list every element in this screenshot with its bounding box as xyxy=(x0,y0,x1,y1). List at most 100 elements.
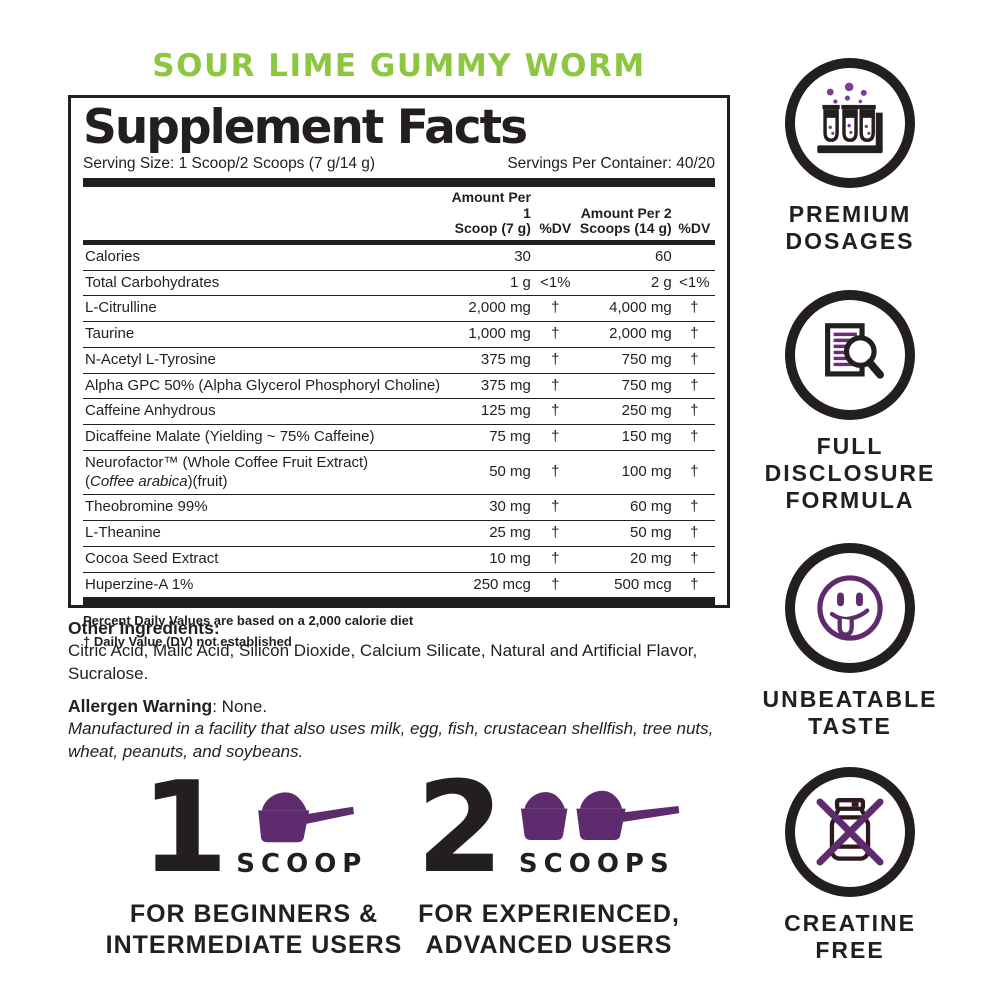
facts-row: Theobromine 99% 30 mg † 60 mg † xyxy=(83,495,715,521)
amount-per-1-scoop: 30 mg xyxy=(489,498,531,516)
amount-per-2-scoops: 250 mg xyxy=(621,402,672,420)
dv-1: † xyxy=(551,463,560,481)
badge-creatine-free-caption: CREATINE FREE xyxy=(784,910,916,964)
amount-per-2-scoops: 150 mg xyxy=(621,428,672,446)
amount-per-2-scoops: 2,000 mg xyxy=(609,325,672,343)
guide-2-scoop-block: SCOOPS xyxy=(512,783,682,879)
ingredient-name: Calories xyxy=(85,247,141,265)
guide-1-scoop-block: SCOOP xyxy=(236,783,367,879)
allergen-warning-label: Allergen Warning xyxy=(68,695,213,716)
facts-row: Alpha GPC 50% (Alpha Glycerol Phosphoryl… xyxy=(83,373,715,399)
header-blank xyxy=(83,187,442,243)
divider-bar-top xyxy=(83,177,715,187)
dv-2: <1% xyxy=(679,273,710,291)
badge-unbeatable-taste-circle xyxy=(785,543,915,673)
badge-full-disclosure-formula: FULL DISCLOSURE FORMULA xyxy=(740,290,960,514)
amount-per-1-scoop: 25 mg xyxy=(489,524,531,542)
guide-2-number: 2 xyxy=(416,754,504,901)
allergen-block: Allergen Warning: None. Manufactured in … xyxy=(68,695,736,763)
ingredient-name: Huperzine-A 1% xyxy=(85,575,194,593)
ingredient-name: N-Acetyl L-Tyrosine xyxy=(85,350,216,368)
facility-note: Manufactured in a facility that also use… xyxy=(68,719,714,761)
facts-row: Calories 30 60 xyxy=(83,242,715,271)
ingredient-name: Theobromine 99% xyxy=(85,498,208,516)
amount-per-2-scoops: 60 xyxy=(655,247,672,265)
dv-2 xyxy=(674,242,715,270)
facts-table-body: Calories 30 60 Total Carbohydrates 1 g <1% 2 g… xyxy=(83,242,715,597)
allergen-warning-value: : None. xyxy=(212,696,268,716)
dv-2: † xyxy=(690,350,699,368)
facts-row: L-Citrulline 2,000 mg † 4,000 mg † xyxy=(83,296,715,322)
two-scoops-icon xyxy=(520,791,680,841)
dv-2: † xyxy=(690,549,699,567)
header-amount1-line1: Amount Per 1 xyxy=(451,188,531,221)
header-amount-1-scoop: Amount Per 1 Scoop (7 g) xyxy=(442,187,533,243)
amount-per-1-scoop: 2,000 mg xyxy=(468,299,531,317)
facts-row: Total Carbohydrates 1 g <1% 2 g <1% xyxy=(83,270,715,296)
amount-per-1-scoop: 75 mg xyxy=(489,428,531,446)
dv-1 xyxy=(533,242,578,270)
header-dv-2: %DV xyxy=(678,220,711,237)
dv-1: † xyxy=(551,376,560,394)
badge-unbeatable-taste: UNBEATABLE TASTE xyxy=(740,543,960,740)
amount-per-1-scoop: 250 mcg xyxy=(473,575,531,593)
divider-bar-bottom xyxy=(83,597,715,607)
dv-1: <1% xyxy=(540,273,571,291)
header-amount-2-scoops: Amount Per 2 Scoops (14 g) xyxy=(578,187,674,243)
amount-per-1-scoop: 30 xyxy=(514,247,531,265)
other-ingredients-label: Other Ingredients: xyxy=(68,618,220,638)
dv-1: † xyxy=(551,524,560,542)
facts-row: Dicaffeine Malate (Yielding ~ 75% Caffei… xyxy=(83,425,715,451)
amount-per-2-scoops: 20 mg xyxy=(630,549,672,567)
badge-full-disclosure-caption: FULL DISCLOSURE FORMULA xyxy=(764,433,936,514)
one-scoop-icon xyxy=(258,792,354,843)
ingredient-name: Neurofactor™ (Whole Coffee Fruit Extract… xyxy=(85,453,369,490)
serving-size: Serving Size: 1 Scoop/2 Scoops (7 g/14 g… xyxy=(83,154,376,172)
amount-per-1-scoop: 375 mg xyxy=(480,350,531,368)
ingredient-name: L-Theanine xyxy=(85,524,161,542)
dv-2: † xyxy=(690,463,699,481)
dv-1: † xyxy=(551,402,560,420)
ingredient-name: Taurine xyxy=(85,325,135,343)
amount-per-1-scoop: 125 mg xyxy=(480,402,531,420)
badge-unbeatable-taste-caption: UNBEATABLE TASTE xyxy=(762,686,938,740)
dv-1: † xyxy=(551,575,560,593)
badge-creatine-free-circle xyxy=(785,767,915,897)
dv-2: † xyxy=(690,575,699,593)
dv-2: † xyxy=(690,402,699,420)
footnote-daily-values: Percent Daily Values are based on a 2,00… xyxy=(83,613,414,629)
guide-2-unit-label: SCOOPS xyxy=(518,849,675,880)
dv-2: † xyxy=(690,325,699,343)
no-creatine-jar-icon xyxy=(816,798,884,866)
amount-per-2-scoops: 100 mg xyxy=(621,463,672,481)
footnote-dv-not-established: † Daily Value (DV) not established xyxy=(83,633,292,649)
amount-per-1-scoop: 50 mg xyxy=(489,463,531,481)
guide-1-unit-label: SCOOP xyxy=(236,849,368,880)
ingredient-name: Dicaffeine Malate (Yielding ~ 75% Caffei… xyxy=(85,428,375,446)
amount-per-2-scoops: 750 mg xyxy=(621,350,672,368)
amount-per-1-scoop: 1 g xyxy=(510,273,531,291)
guide-1-number: 1 xyxy=(140,754,229,901)
header-amount2-line2: Scoops (14 g) xyxy=(579,220,672,237)
other-ingredients-text: Citric Acid, Malic Acid, Silicon Dioxide… xyxy=(68,641,698,683)
badge-full-disclosure-circle xyxy=(785,290,915,420)
amount-per-2-scoops: 2 g xyxy=(650,273,672,291)
footnotes: Percent Daily Values are based on a 2,00… xyxy=(83,606,715,651)
facts-row: Cocoa Seed Extract 10 mg † 20 mg † xyxy=(83,546,715,573)
dv-1: † xyxy=(551,428,560,446)
ingredient-name: Total Carbohydrates xyxy=(85,273,220,291)
smiley-tongue-icon xyxy=(817,575,883,641)
guide-2-graphic: 2 SCOOPS xyxy=(394,754,704,901)
dv-2: † xyxy=(690,376,699,394)
badge-premium-dosages: PREMIUM DOSAGES xyxy=(740,58,960,255)
facts-row: L-Theanine 25 mg † 50 mg † xyxy=(83,521,715,547)
amount-per-2-scoops: 500 mcg xyxy=(614,575,672,593)
supplement-facts-table: Amount Per 1 Scoop (7 g) %DV Amount Per … xyxy=(83,187,715,598)
facts-row: N-Acetyl L-Tyrosine 375 mg † 750 mg † xyxy=(83,347,715,374)
amount-per-2-scoops: 50 mg xyxy=(630,524,672,542)
ingredient-name: Cocoa Seed Extract xyxy=(85,549,219,567)
amount-per-2-scoops: 4,000 mg xyxy=(609,299,672,317)
badge-premium-dosages-circle xyxy=(785,58,915,188)
guide-1-caption: FOR BEGINNERS & INTERMEDIATE USERS xyxy=(105,900,403,959)
amount-per-1-scoop: 10 mg xyxy=(489,549,531,567)
